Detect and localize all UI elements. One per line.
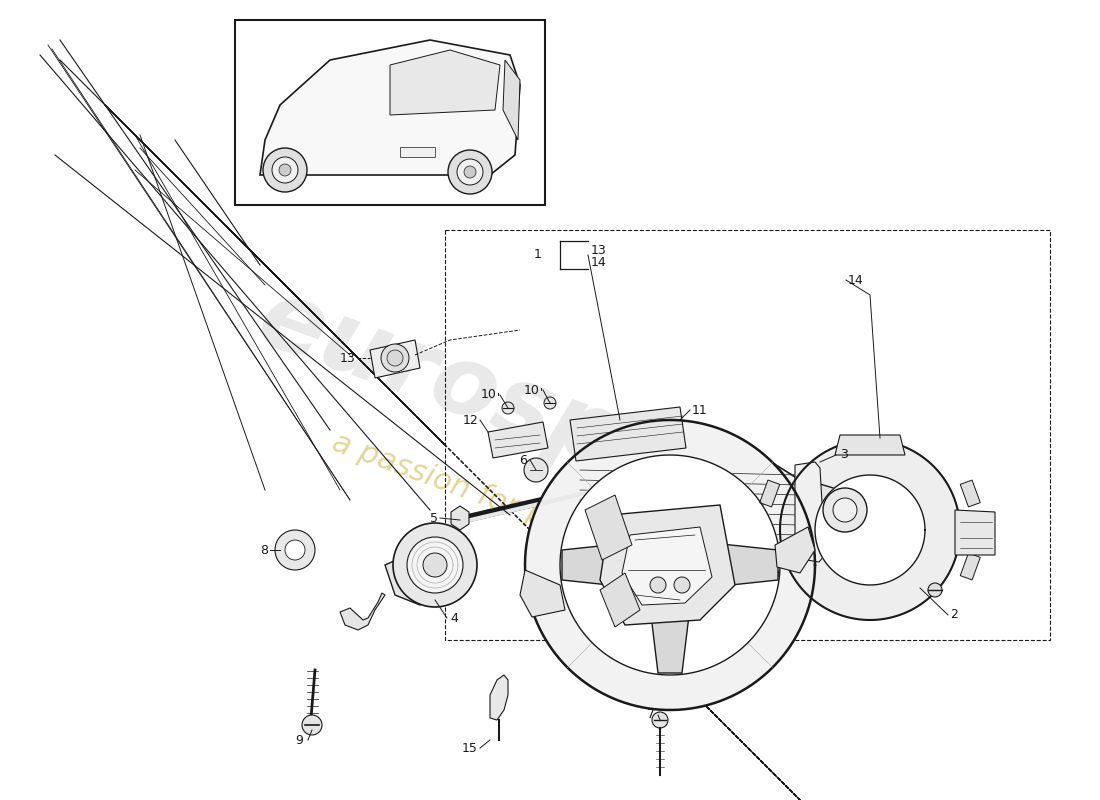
- Circle shape: [652, 712, 668, 728]
- Polygon shape: [385, 540, 455, 605]
- Text: a passion for parts since 1985: a passion for parts since 1985: [329, 427, 771, 613]
- Text: 14: 14: [848, 274, 864, 286]
- Circle shape: [285, 540, 305, 560]
- Polygon shape: [650, 607, 690, 673]
- Polygon shape: [776, 527, 815, 573]
- Text: 7: 7: [647, 709, 654, 722]
- Text: 3: 3: [840, 449, 848, 462]
- Polygon shape: [390, 50, 501, 115]
- Circle shape: [279, 164, 292, 176]
- Polygon shape: [260, 40, 520, 175]
- Circle shape: [544, 397, 556, 409]
- Polygon shape: [960, 480, 980, 507]
- Text: 4: 4: [450, 611, 458, 625]
- Bar: [235, 20, 544, 205]
- Circle shape: [833, 498, 857, 522]
- Bar: [400, 147, 434, 157]
- Polygon shape: [815, 475, 925, 585]
- Circle shape: [407, 537, 463, 593]
- Circle shape: [650, 577, 666, 593]
- Circle shape: [263, 148, 307, 192]
- Text: 15: 15: [462, 742, 478, 754]
- Polygon shape: [525, 420, 815, 710]
- Polygon shape: [580, 445, 800, 570]
- Circle shape: [424, 553, 447, 577]
- Text: 10: 10: [481, 389, 497, 402]
- Polygon shape: [955, 510, 996, 555]
- Polygon shape: [503, 60, 520, 140]
- Polygon shape: [562, 543, 628, 587]
- Circle shape: [464, 166, 476, 178]
- Text: 9: 9: [295, 734, 302, 746]
- Polygon shape: [760, 553, 780, 580]
- Circle shape: [387, 350, 403, 366]
- Polygon shape: [712, 543, 778, 587]
- Polygon shape: [585, 495, 632, 560]
- Polygon shape: [960, 553, 980, 580]
- Text: 14: 14: [591, 255, 607, 269]
- Polygon shape: [560, 455, 780, 675]
- Polygon shape: [795, 462, 825, 562]
- Text: 5: 5: [430, 511, 438, 525]
- Text: 12: 12: [462, 414, 478, 426]
- Circle shape: [448, 150, 492, 194]
- Text: 11: 11: [692, 403, 707, 417]
- Text: 10: 10: [524, 383, 540, 397]
- Polygon shape: [760, 480, 780, 507]
- Circle shape: [381, 344, 409, 372]
- Polygon shape: [600, 573, 640, 627]
- Polygon shape: [800, 478, 855, 542]
- Circle shape: [674, 577, 690, 593]
- Text: 6: 6: [519, 454, 527, 466]
- Polygon shape: [451, 506, 469, 530]
- Circle shape: [524, 458, 548, 482]
- Polygon shape: [835, 435, 905, 455]
- Polygon shape: [340, 593, 385, 630]
- Circle shape: [502, 402, 514, 414]
- Text: 13: 13: [339, 351, 355, 365]
- Polygon shape: [490, 675, 508, 720]
- Text: eurospares: eurospares: [245, 271, 855, 569]
- Circle shape: [275, 530, 315, 570]
- Text: 2: 2: [950, 609, 958, 622]
- Polygon shape: [520, 570, 565, 617]
- Polygon shape: [621, 527, 712, 605]
- Text: 1: 1: [535, 249, 542, 262]
- Polygon shape: [600, 505, 735, 625]
- Polygon shape: [370, 340, 420, 378]
- Text: 13: 13: [591, 243, 607, 257]
- Text: 8: 8: [260, 543, 268, 557]
- Circle shape: [928, 583, 942, 597]
- Circle shape: [272, 157, 298, 183]
- Circle shape: [456, 159, 483, 185]
- Circle shape: [823, 488, 867, 532]
- Polygon shape: [488, 422, 548, 458]
- Circle shape: [393, 523, 477, 607]
- Polygon shape: [780, 440, 960, 620]
- Polygon shape: [570, 407, 686, 461]
- Circle shape: [302, 715, 322, 735]
- Bar: [446, 230, 1050, 640]
